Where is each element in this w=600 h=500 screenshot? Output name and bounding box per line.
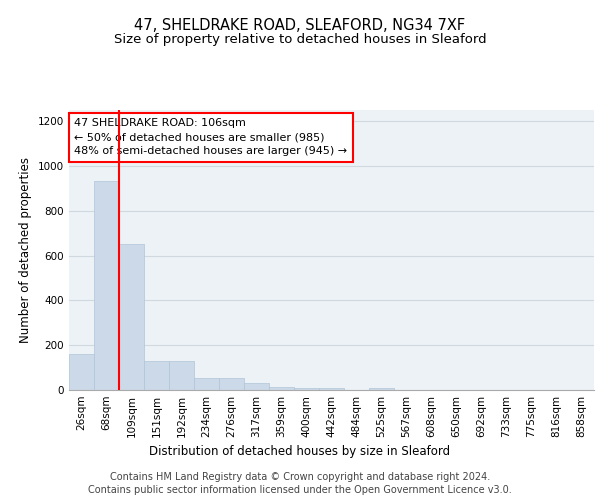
Bar xyxy=(294,388,319,390)
Text: Contains HM Land Registry data © Crown copyright and database right 2024.
Contai: Contains HM Land Registry data © Crown c… xyxy=(88,472,512,495)
Text: 47 SHELDRAKE ROAD: 106sqm
← 50% of detached houses are smaller (985)
48% of semi: 47 SHELDRAKE ROAD: 106sqm ← 50% of detac… xyxy=(74,118,347,156)
Bar xyxy=(369,388,394,390)
Bar xyxy=(169,361,194,390)
Bar xyxy=(219,378,244,390)
Bar xyxy=(119,244,144,390)
Text: 47, SHELDRAKE ROAD, SLEAFORD, NG34 7XF: 47, SHELDRAKE ROAD, SLEAFORD, NG34 7XF xyxy=(134,18,466,32)
Bar xyxy=(144,361,169,390)
Bar xyxy=(194,378,219,390)
Text: Distribution of detached houses by size in Sleaford: Distribution of detached houses by size … xyxy=(149,444,451,458)
Text: Size of property relative to detached houses in Sleaford: Size of property relative to detached ho… xyxy=(113,32,487,46)
Bar xyxy=(319,388,344,390)
Bar xyxy=(69,354,94,390)
Bar xyxy=(244,384,269,390)
Y-axis label: Number of detached properties: Number of detached properties xyxy=(19,157,32,343)
Bar xyxy=(94,180,119,390)
Bar xyxy=(269,386,294,390)
